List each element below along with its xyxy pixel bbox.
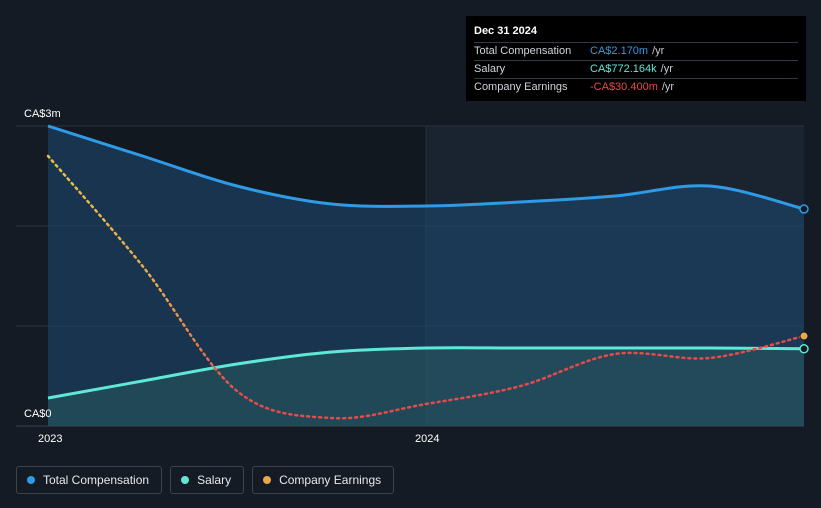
legend-item-company-earnings[interactable]: Company Earnings — [252, 466, 395, 494]
tooltip: Dec 31 2024 Total Compensation CA$2.170m… — [466, 16, 806, 101]
tooltip-row-total-compensation: Total Compensation CA$2.170m /yr — [474, 42, 798, 60]
tooltip-date: Dec 31 2024 — [474, 25, 537, 37]
tooltip-value: CA$772.164k — [590, 63, 657, 75]
legend-dot-icon — [263, 476, 272, 484]
tooltip-label: Total Compensation — [474, 45, 572, 57]
x-tick-label: 2023 — [38, 433, 63, 445]
salary-line — [47, 346, 805, 400]
legend-label: Salary — [197, 473, 232, 487]
salary-end-point — [799, 344, 809, 354]
legend-item-salary[interactable]: Salary — [170, 466, 245, 494]
legend: Total Compensation Salary Company Earnin… — [16, 466, 395, 494]
tooltip-unit: /yr — [652, 45, 665, 57]
x-tick-label: 2024 — [415, 433, 440, 445]
y-axis-top-label: CA$3m — [24, 108, 61, 120]
legend-dot-icon — [181, 476, 190, 484]
y-axis-bottom-label: CA$0 — [24, 408, 52, 420]
tooltip-label: Company Earnings — [474, 81, 568, 93]
tooltip-value: -CA$30.400m — [590, 81, 658, 93]
tooltip-row-company-earnings: Company Earnings -CA$30.400m /yr — [474, 78, 798, 96]
tooltip-label: Salary — [474, 63, 506, 75]
tooltip-unit: /yr — [661, 81, 675, 93]
total-compensation-line — [47, 124, 805, 211]
tooltip-row-salary: Salary CA$772.164k /yr — [474, 60, 798, 78]
salary-area — [48, 347, 804, 426]
legend-label: Total Compensation — [43, 473, 150, 487]
company-earnings-line — [46, 154, 806, 420]
total-compensation-end-point — [799, 204, 809, 214]
company-earnings-end-point — [799, 331, 809, 341]
legend-dot-icon — [27, 476, 35, 484]
legend-item-total-compensation[interactable]: Total Compensation — [16, 466, 163, 494]
tooltip-value: CA$2.170m — [590, 45, 649, 57]
tooltip-unit: /yr — [660, 63, 673, 75]
legend-label: Company Earnings — [279, 473, 382, 487]
